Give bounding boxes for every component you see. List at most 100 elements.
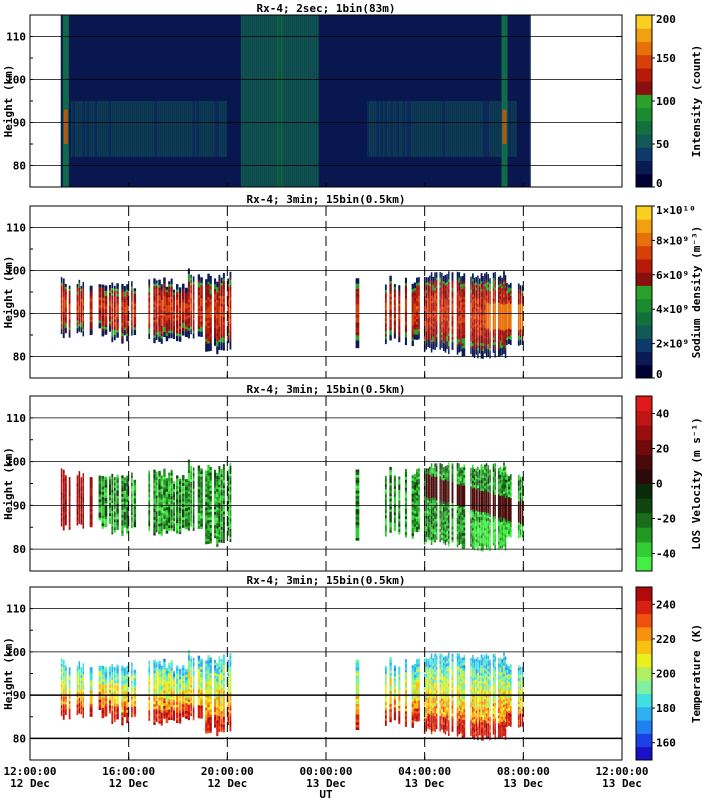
data-cell <box>220 347 223 351</box>
data-cell <box>432 486 435 490</box>
data-cell <box>477 321 479 325</box>
data-cell <box>473 316 476 320</box>
data-cell <box>209 319 212 323</box>
data-cell <box>220 508 223 512</box>
data-cell <box>413 295 417 299</box>
data-cell <box>485 290 488 293</box>
data-cell <box>494 292 496 296</box>
data-cell <box>89 495 93 499</box>
data-cell <box>131 306 133 310</box>
data-cell <box>429 291 431 294</box>
data-cell <box>78 321 81 324</box>
data-cell <box>82 320 85 324</box>
data-cell <box>355 485 360 489</box>
intensity-column <box>292 15 295 187</box>
data-cell <box>148 470 151 474</box>
data-cell <box>430 310 433 314</box>
data-cell <box>178 323 182 327</box>
data-cell <box>484 343 486 346</box>
data-cell <box>508 333 511 337</box>
data-cell <box>393 286 396 290</box>
data-cell <box>485 349 488 353</box>
data-cell <box>521 295 524 299</box>
data-cell <box>398 521 401 525</box>
data-cell <box>393 480 396 484</box>
data-cell <box>460 302 462 306</box>
data-cell <box>485 315 488 319</box>
data-cell <box>158 284 161 288</box>
data-cell <box>478 335 481 339</box>
data-cell <box>178 287 182 291</box>
data-cell <box>68 290 71 294</box>
data-cell <box>478 317 481 320</box>
intensity-layer <box>414 101 417 157</box>
data-cell <box>165 517 169 521</box>
data-cell <box>60 507 63 511</box>
data-cell <box>456 276 459 280</box>
data-cell <box>229 313 232 316</box>
data-cell <box>489 298 491 302</box>
data-cell <box>473 342 476 346</box>
data-cell <box>178 483 182 487</box>
data-cell <box>389 487 392 491</box>
data-cell <box>89 316 93 320</box>
data-cell <box>222 316 225 320</box>
data-cell <box>444 323 447 327</box>
data-cell <box>158 528 161 532</box>
data-cell <box>508 292 511 296</box>
data-cell <box>436 287 438 291</box>
data-cell <box>389 469 392 473</box>
data-cell <box>216 284 219 288</box>
data-cell <box>446 530 448 534</box>
data-cell <box>197 313 201 316</box>
data-cell <box>384 287 387 290</box>
data-cell <box>190 510 192 514</box>
data-cell <box>163 487 166 490</box>
data-cell <box>229 497 232 500</box>
data-cell <box>181 490 185 494</box>
data-cell <box>220 329 223 333</box>
data-cell <box>446 330 448 334</box>
data-cell <box>176 491 179 495</box>
data-cell <box>76 291 79 295</box>
data-cell <box>442 304 445 308</box>
data-cell <box>434 518 436 522</box>
data-cell <box>497 330 500 334</box>
data-cell <box>413 479 417 483</box>
data-cell <box>418 282 420 286</box>
data-cell <box>504 337 507 340</box>
data-cell <box>389 319 392 323</box>
data-cell <box>470 294 472 298</box>
data-cell <box>456 307 459 311</box>
data-cell <box>506 290 508 294</box>
data-cell <box>209 335 212 339</box>
data-cell <box>170 514 173 518</box>
data-cell <box>184 298 188 301</box>
data-cell <box>416 500 419 504</box>
data-cell <box>492 303 495 307</box>
data-cell <box>482 350 484 354</box>
data-cell <box>108 315 111 319</box>
data-cell <box>214 324 217 328</box>
data-cell <box>148 305 151 309</box>
data-cell <box>163 287 166 291</box>
data-cell <box>153 524 156 528</box>
data-cell <box>158 287 161 291</box>
data-cell <box>508 299 511 303</box>
data-cell <box>207 333 210 336</box>
data-cell <box>448 525 450 529</box>
data-cell <box>384 481 387 485</box>
intensity-layer <box>436 101 439 157</box>
data-cell <box>458 321 461 325</box>
data-cell <box>499 309 502 312</box>
data-cell <box>116 290 119 294</box>
data-cell <box>429 534 431 538</box>
data-cell <box>207 314 210 318</box>
data-cell <box>446 512 448 516</box>
intensity-layer <box>108 101 111 157</box>
data-cell <box>404 321 407 325</box>
data-cell <box>389 498 392 502</box>
data-cell <box>205 341 208 345</box>
data-cell <box>393 291 396 295</box>
data-cell <box>430 515 433 519</box>
